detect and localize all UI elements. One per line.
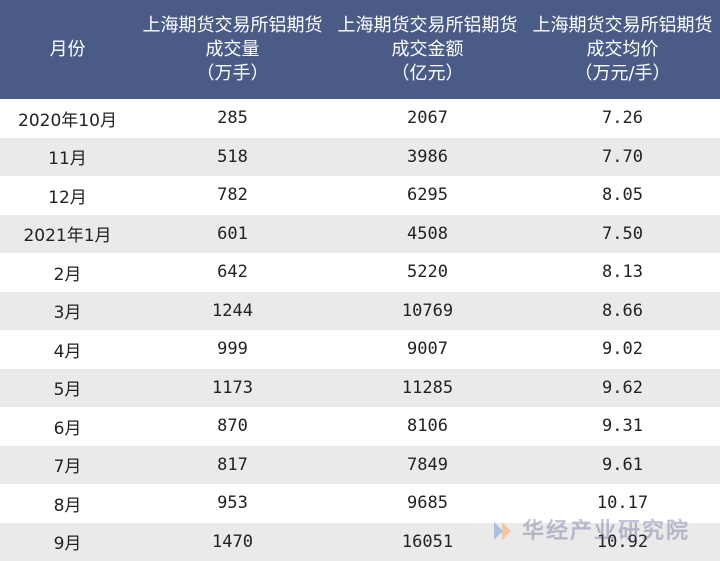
header-volume-line: 成交量 bbox=[135, 38, 330, 62]
table-row: 11月 518 3986 7.70 bbox=[0, 138, 720, 177]
cell-month: 4月 bbox=[0, 330, 135, 369]
header-volume-line: 上海期货交易所铝期货 bbox=[135, 14, 330, 38]
cell-amount: 9007 bbox=[330, 330, 525, 369]
cell-amount: 6295 bbox=[330, 176, 525, 215]
header-row: 月份 上海期货交易所铝期货 成交量 （万手） 上海期货交易所铝期货 成交金额 （… bbox=[0, 0, 720, 99]
cell-month: 7月 bbox=[0, 446, 135, 485]
cell-month: 2020年10月 bbox=[0, 99, 135, 138]
cell-month: 2021年1月 bbox=[0, 215, 135, 254]
table-row: 2021年1月 601 4508 7.50 bbox=[0, 215, 720, 254]
table-row: 4月 999 9007 9.02 bbox=[0, 330, 720, 369]
cell-avg-price: 8.13 bbox=[525, 253, 720, 292]
cell-avg-price: 7.70 bbox=[525, 138, 720, 177]
cell-volume: 1244 bbox=[135, 292, 330, 331]
header-volume: 上海期货交易所铝期货 成交量 （万手） bbox=[135, 0, 330, 99]
table-row: 3月 1244 10769 8.66 bbox=[0, 292, 720, 331]
header-volume-unit: （万手） bbox=[135, 62, 330, 86]
cell-avg-price: 8.05 bbox=[525, 176, 720, 215]
table-row: 5月 1173 11285 9.62 bbox=[0, 369, 720, 408]
cell-month: 8月 bbox=[0, 484, 135, 523]
header-amount-line: 上海期货交易所铝期货 bbox=[330, 14, 525, 38]
header-amount-unit: （亿元） bbox=[330, 62, 525, 86]
header-avg-price-unit: （万元/手） bbox=[525, 62, 720, 86]
cell-month: 2月 bbox=[0, 253, 135, 292]
cell-avg-price: 9.02 bbox=[525, 330, 720, 369]
cell-month: 6月 bbox=[0, 407, 135, 446]
cell-amount: 2067 bbox=[330, 99, 525, 138]
cell-volume: 999 bbox=[135, 330, 330, 369]
cell-volume: 817 bbox=[135, 446, 330, 485]
watermark-text: 华经产业研究院 bbox=[522, 513, 690, 545]
header-month-line: 月份 bbox=[0, 38, 135, 62]
table-body: 2020年10月 285 2067 7.26 11月 518 3986 7.70… bbox=[0, 99, 720, 561]
cell-avg-price: 7.26 bbox=[525, 99, 720, 138]
table-row: 12月 782 6295 8.05 bbox=[0, 176, 720, 215]
cell-month: 9月 bbox=[0, 523, 135, 561]
cell-volume: 782 bbox=[135, 176, 330, 215]
header-month: 月份 bbox=[0, 0, 135, 99]
cell-month: 11月 bbox=[0, 138, 135, 177]
cell-volume: 870 bbox=[135, 407, 330, 446]
cell-month: 3月 bbox=[0, 292, 135, 331]
cell-avg-price: 9.62 bbox=[525, 369, 720, 408]
header-avg-price-line: 上海期货交易所铝期货 bbox=[525, 14, 720, 38]
cell-avg-price: 7.50 bbox=[525, 215, 720, 254]
cell-volume: 518 bbox=[135, 138, 330, 177]
cell-avg-price: 8.66 bbox=[525, 292, 720, 331]
cell-amount: 4508 bbox=[330, 215, 525, 254]
cell-month: 5月 bbox=[0, 369, 135, 408]
cell-volume: 953 bbox=[135, 484, 330, 523]
cell-amount: 10769 bbox=[330, 292, 525, 331]
cell-volume: 1470 bbox=[135, 523, 330, 561]
cell-month: 12月 bbox=[0, 176, 135, 215]
cell-volume: 1173 bbox=[135, 369, 330, 408]
cell-volume: 642 bbox=[135, 253, 330, 292]
table-row: 6月 870 8106 9.31 bbox=[0, 407, 720, 446]
cell-avg-price: 9.31 bbox=[525, 407, 720, 446]
cell-amount: 7849 bbox=[330, 446, 525, 485]
cell-amount: 11285 bbox=[330, 369, 525, 408]
table-row: 2020年10月 285 2067 7.26 bbox=[0, 99, 720, 138]
header-amount: 上海期货交易所铝期货 成交金额 （亿元） bbox=[330, 0, 525, 99]
cell-amount: 5220 bbox=[330, 253, 525, 292]
table-row: 7月 817 7849 9.61 bbox=[0, 446, 720, 485]
cell-amount: 8106 bbox=[330, 407, 525, 446]
header-amount-line: 成交金额 bbox=[330, 38, 525, 62]
cell-avg-price: 9.61 bbox=[525, 446, 720, 485]
cell-amount: 3986 bbox=[330, 138, 525, 177]
table-row: 2月 642 5220 8.13 bbox=[0, 253, 720, 292]
watermark: 华经产业研究院 bbox=[492, 513, 690, 545]
table-header: 月份 上海期货交易所铝期货 成交量 （万手） 上海期货交易所铝期货 成交金额 （… bbox=[0, 0, 720, 99]
cell-volume: 285 bbox=[135, 99, 330, 138]
header-avg-price-line: 成交均价 bbox=[525, 38, 720, 62]
cell-volume: 601 bbox=[135, 215, 330, 254]
header-avg-price: 上海期货交易所铝期货 成交均价 （万元/手） bbox=[525, 0, 720, 99]
